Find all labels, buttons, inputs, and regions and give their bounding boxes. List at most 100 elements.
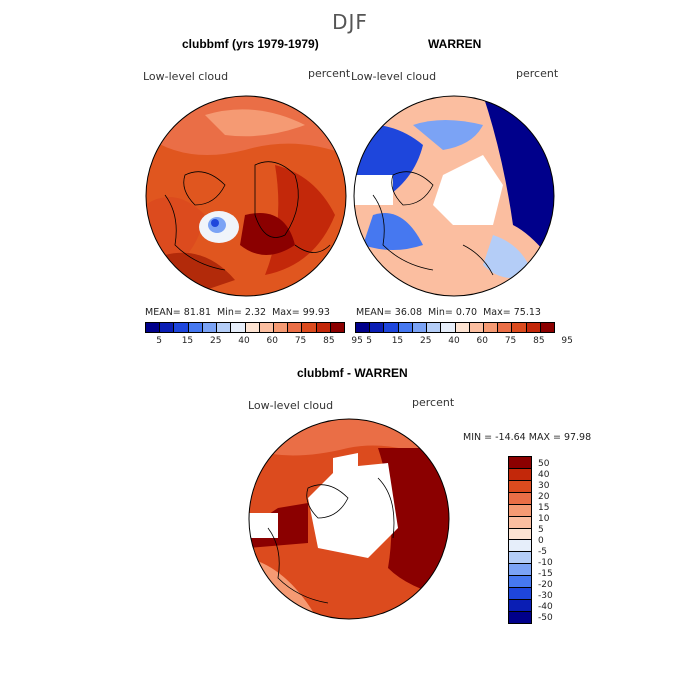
diff-colorbar-tick-label: -50 — [538, 613, 553, 624]
model-colorbar — [145, 322, 345, 333]
model-colorbar-tick-label: 40 — [238, 336, 250, 346]
model-colorbar-swatch — [259, 323, 274, 332]
model-colorbar-swatch — [202, 323, 218, 332]
model-colorbar-tick-label: 75 — [294, 336, 307, 346]
diff-field-label: Low-level cloud — [248, 399, 334, 412]
diff-colorbar-swatch — [509, 468, 531, 481]
model-field-label: Low-level cloud — [143, 70, 229, 83]
model-colorbar-tick-label: 25 — [209, 336, 222, 346]
obs-colorbar-swatch — [526, 323, 541, 332]
diff-panel-title: clubbmf - WARREN — [297, 366, 408, 380]
diff-colorbar — [508, 456, 532, 624]
model-max-label: Max= — [272, 307, 300, 318]
diff-colorbar-tick-label: -15 — [538, 569, 553, 580]
diff-colorbar-tick-label: 15 — [538, 502, 550, 513]
diff-polar-map — [248, 418, 450, 620]
diff-colorbar-tick-label: 0 — [538, 536, 544, 546]
obs-min-label: Min= — [428, 307, 453, 318]
obs-stats: MEAN= 36.08 Min= 0.70 Max= 75.13 — [356, 307, 541, 318]
model-colorbar-swatch — [288, 323, 303, 332]
model-colorbar-tick-label: 15 — [181, 336, 194, 346]
obs-colorbar-swatch — [441, 323, 456, 332]
model-mean-label: MEAN= — [145, 307, 181, 318]
obs-colorbar-tick-label: 60 — [476, 336, 489, 346]
obs-colorbar-swatch — [370, 323, 385, 332]
model-colorbar-swatch — [302, 323, 317, 332]
diff-colorbar-swatch — [509, 576, 531, 589]
diff-colorbar-swatch — [509, 480, 531, 493]
obs-colorbar-tick-label: 95 — [561, 336, 573, 346]
obs-max-value: 75.13 — [513, 307, 541, 318]
obs-colorbar-tick-label: 40 — [448, 336, 460, 346]
diff-colorbar-swatch — [509, 516, 531, 529]
diff-colorbar-tick-label: 5 — [538, 524, 544, 535]
obs-colorbar-swatch — [356, 323, 371, 332]
model-colorbar-swatch — [188, 323, 203, 332]
obs-field-label: Low-level cloud — [351, 70, 437, 83]
obs-polar-map — [353, 95, 555, 297]
obs-colorbar-tick-label: 5 — [366, 336, 373, 346]
obs-colorbar-swatch — [512, 323, 527, 332]
model-colorbar-swatch — [330, 323, 345, 332]
model-colorbar-swatch — [245, 323, 260, 332]
model-panel-title: clubbmf (yrs 1979-1979) — [182, 37, 319, 51]
diff-colorbar-swatch — [509, 564, 531, 577]
model-colorbar-tick-label: 60 — [266, 336, 279, 346]
model-colorbar-swatch — [146, 323, 161, 332]
diff-colorbar-swatch — [509, 611, 531, 623]
diff-colorbar-swatch — [509, 528, 531, 541]
diff-colorbar-swatch — [509, 600, 531, 612]
obs-panel-title: WARREN — [428, 37, 482, 51]
obs-colorbar-swatch — [384, 323, 399, 332]
diff-colorbar-tick-label: -20 — [538, 580, 553, 591]
diff-minmax: MIN = -14.64 MAX = 97.98 — [463, 432, 592, 443]
model-mean-value: 81.81 — [183, 307, 211, 318]
obs-colorbar-tick-label: 25 — [419, 336, 432, 346]
obs-colorbar-swatch — [455, 323, 470, 332]
model-colorbar-swatch — [316, 323, 331, 332]
obs-colorbar-swatch — [412, 323, 428, 332]
diff-units-label: percent — [412, 396, 455, 409]
model-polar-map — [145, 95, 347, 297]
obs-colorbar-tick-label: 75 — [504, 336, 517, 346]
model-colorbar-tick-label: 5 — [156, 336, 163, 346]
diff-colorbar-swatch — [509, 492, 531, 505]
obs-colorbar-tick-label: 15 — [391, 336, 404, 346]
season-title: DJF — [332, 10, 368, 34]
obs-colorbar-swatch — [427, 323, 442, 332]
model-colorbar-swatch — [160, 323, 175, 332]
obs-colorbar-swatch — [483, 323, 499, 332]
diff-colorbar-swatch — [509, 504, 531, 517]
obs-min-value: 0.70 — [455, 307, 478, 318]
model-min-label: Min= — [217, 307, 242, 318]
obs-mean-label: MEAN= — [356, 307, 392, 318]
obs-colorbar — [355, 322, 555, 333]
diff-colorbar-tick-label: 50 — [538, 458, 550, 469]
obs-colorbar-tick-label: 85 — [533, 336, 545, 346]
diff-colorbar-swatch — [509, 588, 531, 601]
diff-colorbar-swatch — [509, 540, 531, 553]
model-colorbar-tick-label: 85 — [323, 336, 335, 346]
model-max-value: 99.93 — [302, 307, 330, 318]
diff-colorbar-tick-label: 10 — [538, 513, 550, 524]
model-colorbar-swatch — [174, 323, 189, 332]
model-colorbar-swatch — [231, 323, 246, 332]
model-stats: MEAN= 81.81 Min= 2.32 Max= 99.93 — [145, 307, 330, 318]
obs-mean-value: 36.08 — [394, 307, 422, 318]
model-colorbar-swatch — [217, 323, 232, 332]
model-colorbar-tick-label: 95 — [351, 336, 363, 346]
obs-colorbar-swatch — [469, 323, 484, 332]
diff-colorbar-tick-label: 30 — [538, 480, 550, 491]
diff-colorbar-swatch — [509, 457, 531, 469]
obs-max-label: Max= — [483, 307, 511, 318]
model-units-label: percent — [308, 67, 351, 80]
obs-units-label: percent — [516, 67, 559, 80]
diff-colorbar-tick-label: -5 — [538, 547, 547, 558]
diff-colorbar-tick-label: 20 — [538, 491, 550, 502]
model-colorbar-swatch — [273, 323, 289, 332]
diff-colorbar-swatch — [509, 552, 531, 565]
diff-colorbar-tick-label: -40 — [538, 602, 553, 613]
obs-colorbar-swatch — [498, 323, 513, 332]
diff-colorbar-tick-label: -10 — [538, 558, 553, 569]
diff-colorbar-tick-label: 40 — [538, 469, 550, 480]
